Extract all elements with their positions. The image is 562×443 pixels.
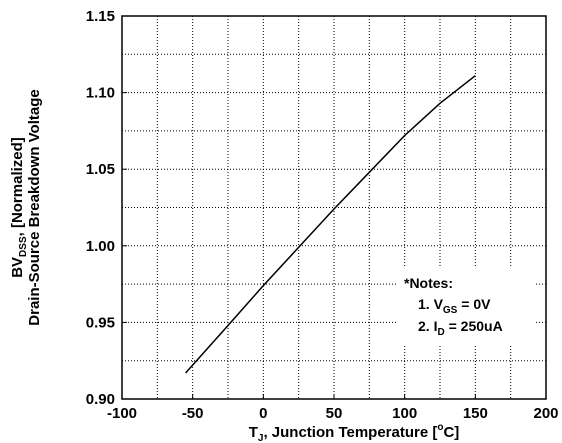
x-axis-symbol: T <box>249 424 258 441</box>
note-2-prefix: 2. I <box>418 318 437 334</box>
tick-marks <box>121 15 547 400</box>
y-axis-title-line2: Drain-Source Breakdown Voltage <box>26 89 43 325</box>
note-2-subscript: D <box>437 327 444 338</box>
y-axis-subscript: DSS <box>18 236 29 257</box>
x-tick-label: 50 <box>326 405 343 422</box>
note-1-subscript: GS <box>443 305 458 316</box>
x-tick-label: -100 <box>107 405 137 422</box>
notes-background <box>397 266 534 344</box>
x-axis-title: TJ, Junction Temperature [oC] <box>249 422 460 443</box>
y-axis-text: , [Normalized] <box>9 137 26 236</box>
y-axis-title-line1: BVDSS, [Normalized] <box>9 137 29 278</box>
series-line <box>185 75 476 374</box>
x-tick-labels: -100 -50 0 50 100 150 200 <box>107 405 559 422</box>
x-axis-text: , Junction Temperature [ <box>263 424 437 441</box>
note-1-rest: = 0V <box>457 296 491 312</box>
x-tick-label: 200 <box>533 405 558 422</box>
y-tick-label: 1.15 <box>86 8 115 25</box>
note-2-rest: = 250uA <box>445 318 503 334</box>
note-1-prefix: 1. V <box>418 296 444 312</box>
y-tick-labels: 0.90 0.95 1.00 1.05 1.10 1.15 <box>86 8 115 408</box>
grid-lines <box>122 16 546 399</box>
y-tick-label: 1.05 <box>86 161 115 178</box>
x-tick-label: -50 <box>182 405 204 422</box>
notes-box: *Notes: 1. VGS = 0V 2. ID = 250uA <box>397 266 534 344</box>
y-tick-label: 0.90 <box>86 391 115 408</box>
note-2: 2. ID = 250uA <box>418 318 503 338</box>
y-tick-label: 1.00 <box>86 238 115 255</box>
note-1: 1. VGS = 0V <box>418 296 491 316</box>
y-axis-title: BVDSS, [Normalized] Drain-Source Breakdo… <box>9 89 43 325</box>
series-layer <box>185 75 476 374</box>
x-axis-subscript: J <box>258 433 264 443</box>
y-tick-label: 0.95 <box>86 314 115 331</box>
y-axis-symbol: BV <box>9 257 26 278</box>
x-tick-label: 150 <box>463 405 488 422</box>
x-tick-label: 0 <box>259 405 267 422</box>
y-tick-label: 1.10 <box>86 85 115 102</box>
notes-title: *Notes: <box>404 275 453 291</box>
x-tick-label: 100 <box>392 405 417 422</box>
x-axis-unit-end: C] <box>443 424 459 441</box>
x-axis-superscript: o <box>437 422 443 433</box>
